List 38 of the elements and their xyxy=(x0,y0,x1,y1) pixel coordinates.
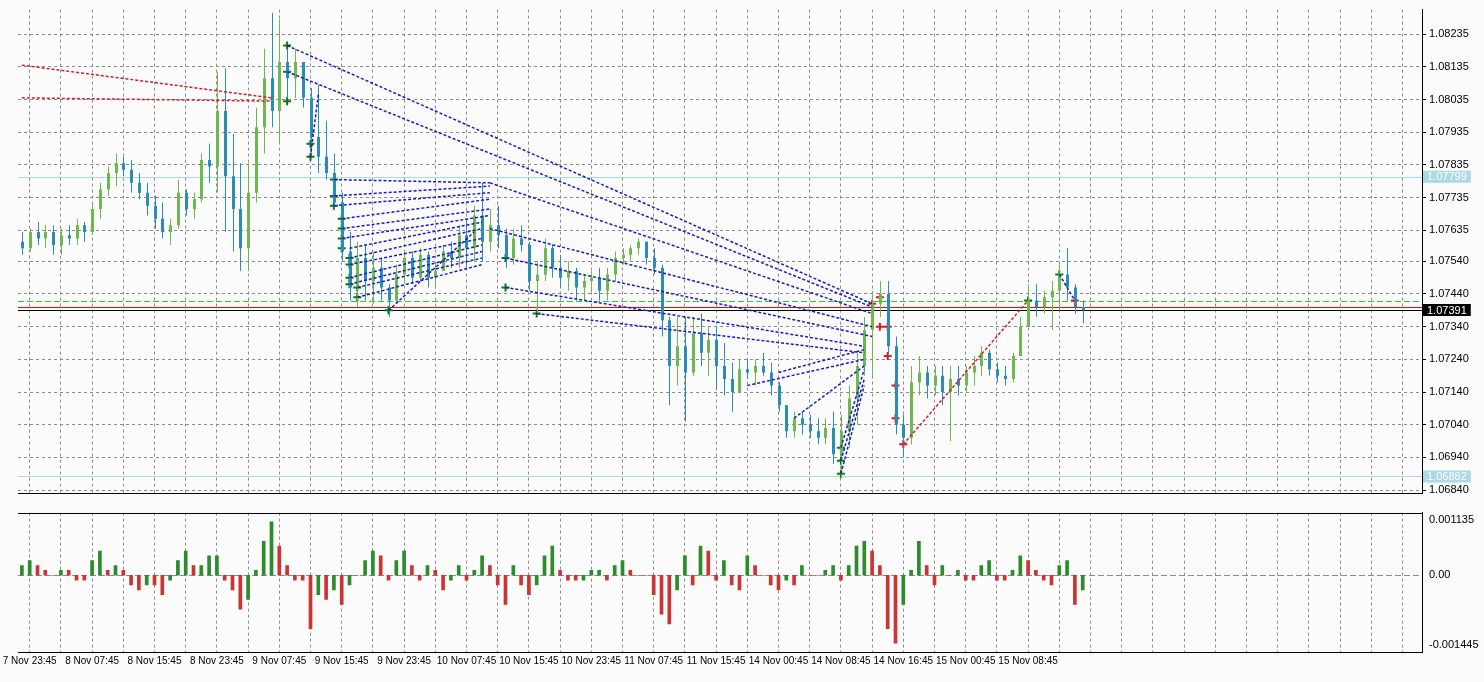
x-tick-label: 9 Nov 15:45 xyxy=(314,654,370,666)
y-tick-label: 1.08135 xyxy=(1429,59,1469,72)
y-tick-label: 1.07935 xyxy=(1429,125,1469,138)
y-tick-label: 1.07340 xyxy=(1429,319,1469,332)
x-tick-label: 14 Nov 00:45 xyxy=(748,654,809,666)
x-tick-label: 14 Nov 16:45 xyxy=(873,654,934,666)
x-tick-label: 8 Nov 23:45 xyxy=(189,654,245,666)
x-tick-label: 9 Nov 23:45 xyxy=(377,654,432,666)
x-tick-label: 8 Nov 15:45 xyxy=(127,654,182,666)
x-tick-label: 8 Nov 07:45 xyxy=(65,654,120,666)
ref-line-label: 1.07391 xyxy=(1427,303,1467,316)
x-tick-label: 15 Nov 08:45 xyxy=(998,654,1059,666)
y-tick-label: 0.00 xyxy=(1429,568,1451,581)
y-tick-label: 1.08235 xyxy=(1429,27,1469,40)
y-tick-label: 1.07835 xyxy=(1429,157,1469,170)
y-tick-label: 1.07540 xyxy=(1429,254,1469,267)
ref-line-label: 1.07799 xyxy=(1427,170,1467,183)
x-tick-label: 11 Nov 07:45 xyxy=(624,654,684,666)
y-tick-label: 1.07635 xyxy=(1429,223,1469,236)
y-tick-label: 1.06940 xyxy=(1429,450,1469,463)
y-tick-label: 1.07140 xyxy=(1429,385,1469,398)
x-tick-label: 11 Nov 15:45 xyxy=(686,654,746,666)
y-tick-label: 1.07440 xyxy=(1429,287,1469,300)
y-tick-label: 1.06840 xyxy=(1429,483,1469,496)
y-tick-label: 1.08035 xyxy=(1429,92,1469,105)
y-tick-label: 1.07040 xyxy=(1429,417,1469,430)
y-tick-label: 0.001135 xyxy=(1429,513,1475,526)
x-tick-label: 14 Nov 08:45 xyxy=(811,654,872,666)
x-tick-label: 10 Nov 15:45 xyxy=(499,654,560,666)
ref-line-label: 1.06882 xyxy=(1427,469,1467,482)
y-tick-label: -0.001445 xyxy=(1429,638,1479,651)
x-tick-label: 10 Nov 23:45 xyxy=(561,654,622,666)
y-tick-label: 1.07735 xyxy=(1429,190,1469,203)
y-tick-label: 1.07240 xyxy=(1429,352,1469,365)
x-tick-label: 10 Nov 07:45 xyxy=(436,654,497,666)
x-tick-label: 9 Nov 07:45 xyxy=(252,654,307,666)
x-tick-label: 7 Nov 23:45 xyxy=(2,654,58,666)
x-tick-label: 15 Nov 00:45 xyxy=(935,654,996,666)
